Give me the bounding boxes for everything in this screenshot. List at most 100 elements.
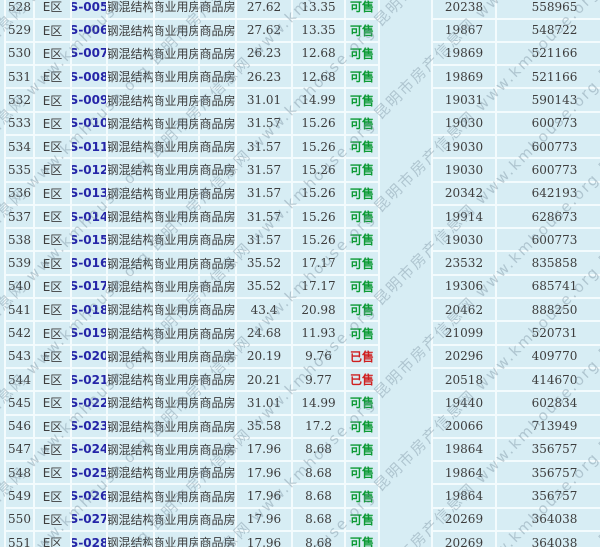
- unit-number-link[interactable]: S-026: [72, 485, 108, 509]
- unit-number-link[interactable]: S-015: [72, 229, 108, 253]
- floor-area-cell: 31.57: [237, 229, 293, 253]
- unit-number-link[interactable]: S-008: [72, 69, 108, 84]
- sale-status-badge: 可售: [346, 508, 380, 533]
- sale-status-badge: 可售: [346, 89, 380, 113]
- unit-number-link[interactable]: S-012: [72, 162, 108, 177]
- unit-number-link[interactable]: S-021: [72, 368, 108, 393]
- inner-area-cell: 20.98: [293, 299, 346, 323]
- unit-number-link[interactable]: S-009: [72, 89, 108, 113]
- unit-number-link[interactable]: S-005: [72, 0, 108, 20]
- spacer-cell: [380, 345, 433, 369]
- row-number-cell: 531: [4, 66, 35, 90]
- district-cell: E区: [35, 159, 72, 183]
- district-cell: E区: [35, 299, 72, 323]
- unit-number-link[interactable]: S-027: [72, 508, 108, 533]
- property-type-cell: 商品房: [200, 66, 237, 90]
- floor-area-cell: 27.62: [237, 19, 293, 43]
- unit-number-link[interactable]: S-007: [72, 46, 108, 61]
- floor-area-cell: 17.96: [237, 438, 293, 463]
- table-row: 534 E区 S-011 钢混结构 商业用房 商品房 31.57 15.26 可售 19030 60…: [4, 135, 600, 160]
- unit-number-link[interactable]: S-012: [72, 159, 108, 183]
- listing-table: 528 E区 S-005 钢混结构 商业用房 商品房 27.62 13.35 可售 20238 55…: [4, 0, 600, 547]
- unit-number-link[interactable]: S-018: [72, 299, 108, 323]
- unit-number-link[interactable]: S-028: [72, 535, 108, 547]
- inner-area-cell: 12.68: [293, 42, 346, 67]
- spacer-cell: [380, 182, 433, 206]
- unit-price-cell: 19030: [433, 159, 497, 183]
- unit-number-link[interactable]: S-025: [72, 462, 108, 486]
- unit-number-link[interactable]: S-022: [72, 395, 108, 410]
- total-price-cell: 600773: [497, 136, 600, 160]
- unit-number-link[interactable]: S-010: [72, 112, 108, 136]
- spacer-cell: [380, 252, 433, 276]
- spacer-cell: [380, 229, 433, 253]
- unit-number-link[interactable]: S-006: [72, 23, 108, 38]
- sale-status-badge: 可售: [346, 19, 380, 43]
- property-type-cell: 商品房: [200, 275, 237, 300]
- unit-number-link[interactable]: S-024: [72, 442, 108, 457]
- unit-number-link[interactable]: S-013: [72, 186, 108, 201]
- district-cell: E区: [35, 66, 72, 90]
- inner-area-cell: 13.35: [293, 0, 346, 20]
- unit-number-link[interactable]: S-019: [72, 322, 108, 346]
- unit-number-link[interactable]: S-022: [72, 392, 108, 416]
- usage-cell: 商业用房: [155, 205, 200, 230]
- property-type-cell: 商品房: [200, 229, 237, 253]
- unit-number-link[interactable]: S-007: [72, 42, 108, 67]
- unit-number-link[interactable]: S-009: [72, 93, 108, 108]
- unit-number-link[interactable]: S-018: [72, 302, 108, 317]
- table-row: 529 E区 S-006 钢混结构 商业用房 商品房 27.62 13.35 可售 19867 54…: [4, 19, 600, 43]
- district-cell: E区: [35, 392, 72, 416]
- spacer-cell: [380, 159, 433, 183]
- sale-status-badge: 可售: [346, 66, 380, 90]
- unit-number-link[interactable]: S-014: [72, 205, 108, 230]
- unit-number-link[interactable]: S-015: [72, 232, 108, 247]
- row-number-cell: 533: [4, 112, 35, 136]
- unit-number-link[interactable]: S-005: [72, 0, 108, 14]
- unit-number-link[interactable]: S-019: [72, 326, 108, 340]
- inner-area-cell: 9.76: [293, 345, 346, 369]
- unit-number-link[interactable]: S-013: [72, 182, 108, 206]
- sale-status-badge: 可售: [346, 485, 380, 509]
- unit-number-link[interactable]: S-014: [72, 209, 108, 224]
- inner-area-cell: 8.68: [293, 532, 346, 547]
- unit-number-link[interactable]: S-024: [72, 438, 108, 463]
- floor-area-cell: 31.01: [237, 89, 293, 113]
- property-type-cell: 商品房: [200, 532, 237, 547]
- district-cell: E区: [35, 508, 72, 533]
- unit-number-link[interactable]: S-017: [72, 279, 108, 294]
- total-price-cell: 558965: [497, 0, 600, 20]
- unit-number-link[interactable]: S-011: [72, 135, 108, 160]
- unit-number-link[interactable]: S-016: [72, 256, 108, 271]
- property-type-cell: 商品房: [200, 112, 237, 136]
- unit-number-link[interactable]: S-017: [72, 275, 108, 300]
- unit-number-link[interactable]: S-026: [72, 489, 108, 504]
- unit-number-link[interactable]: S-020: [72, 349, 108, 364]
- unit-price-cell: 19306: [433, 275, 497, 300]
- unit-number-link[interactable]: S-028: [72, 532, 108, 547]
- spacer-cell: [380, 66, 433, 90]
- row-number-cell: 539: [4, 252, 35, 276]
- structure-cell: 钢混结构: [108, 462, 155, 486]
- unit-number-link[interactable]: S-006: [72, 19, 108, 43]
- unit-price-cell: 20269: [433, 508, 497, 533]
- table-row: 535 E区 S-012 钢混结构 商业用房 商品房 31.57 15.26 可售 19030 60…: [4, 159, 600, 183]
- unit-number-link[interactable]: S-025: [72, 465, 108, 480]
- inner-area-cell: 14.99: [293, 392, 346, 416]
- usage-cell: 商业用房: [155, 392, 200, 416]
- floor-area-cell: 27.62: [237, 0, 293, 20]
- table-row: 548 E区 S-025 钢混结构 商业用房 商品房 17.96 8.68 可售 19864 356…: [4, 462, 600, 486]
- unit-number-link[interactable]: S-027: [72, 512, 108, 527]
- unit-number-link[interactable]: S-020: [72, 345, 108, 369]
- unit-number-link[interactable]: S-011: [72, 139, 108, 154]
- unit-number-link[interactable]: S-023: [72, 419, 108, 434]
- district-cell: E区: [35, 205, 72, 230]
- unit-number-link[interactable]: S-016: [72, 252, 108, 276]
- unit-number-link[interactable]: S-023: [72, 415, 108, 439]
- unit-number-link[interactable]: S-008: [72, 66, 108, 90]
- sale-status-badge: 已售: [346, 368, 380, 393]
- unit-number-link[interactable]: S-021: [72, 372, 108, 387]
- table-row: 540 E区 S-017 钢混结构 商业用房 商品房 35.52 17.17 可售 19306 68…: [4, 275, 600, 300]
- inner-area-cell: 15.26: [293, 182, 346, 206]
- unit-number-link[interactable]: S-010: [72, 116, 108, 131]
